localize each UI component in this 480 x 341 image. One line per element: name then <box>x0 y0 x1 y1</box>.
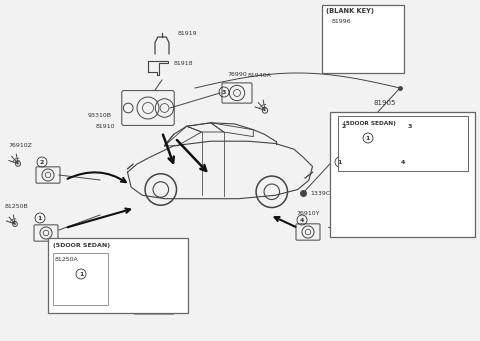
Text: 81996: 81996 <box>332 19 352 24</box>
Text: 1: 1 <box>366 135 370 140</box>
Text: 4: 4 <box>401 160 405 164</box>
Text: (5DOOR SEDAN): (5DOOR SEDAN) <box>343 121 396 126</box>
Text: 1: 1 <box>38 216 42 221</box>
Text: (BLANK KEY): (BLANK KEY) <box>326 8 374 14</box>
Text: 81250B: 81250B <box>5 204 29 209</box>
Text: 76910Z: 76910Z <box>8 143 32 148</box>
Text: 81918: 81918 <box>174 61 193 66</box>
Text: 1: 1 <box>79 271 83 277</box>
Text: 76990: 76990 <box>227 72 247 77</box>
Text: 2: 2 <box>342 123 346 129</box>
Text: 81940A: 81940A <box>248 73 272 78</box>
Text: 76910Y: 76910Y <box>296 211 320 216</box>
Text: 81250A: 81250A <box>55 257 79 262</box>
Bar <box>48 238 188 313</box>
Text: 81905: 81905 <box>373 100 396 106</box>
Text: 81919: 81919 <box>178 31 198 36</box>
Text: 3: 3 <box>408 123 412 129</box>
Bar <box>322 5 404 73</box>
Bar <box>53 253 108 305</box>
Bar <box>338 116 468 171</box>
Text: 1: 1 <box>338 160 342 164</box>
Text: 1339CD: 1339CD <box>310 191 335 196</box>
Text: 93310B: 93310B <box>88 113 112 118</box>
Text: (5DOOR SEDAN): (5DOOR SEDAN) <box>53 243 110 248</box>
Text: 3: 3 <box>222 89 226 94</box>
Bar <box>330 112 475 237</box>
Text: 81910: 81910 <box>96 124 116 129</box>
Text: 4: 4 <box>300 218 304 222</box>
Text: 2: 2 <box>40 160 44 164</box>
